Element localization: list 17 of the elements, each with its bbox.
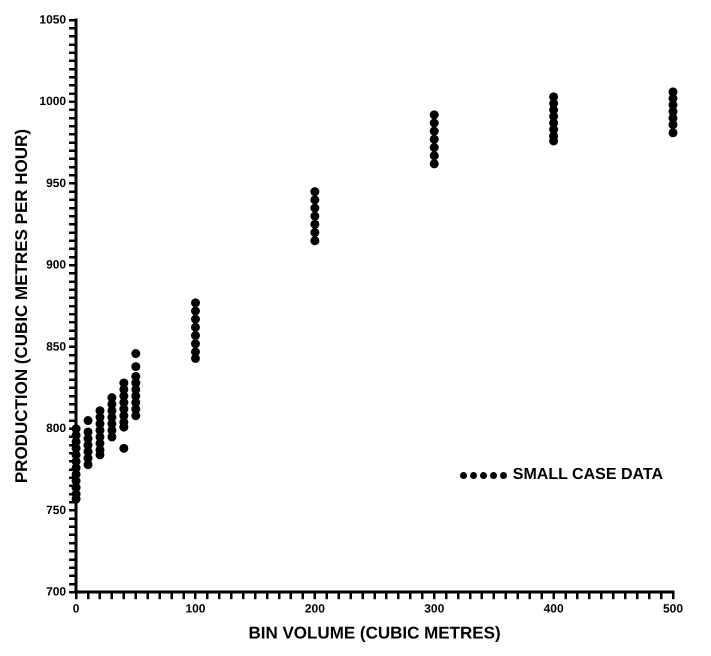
legend-label: SMALL CASE DATA bbox=[512, 466, 663, 484]
y-tick-label: 850 bbox=[46, 339, 66, 354]
y-tick-label: 900 bbox=[46, 258, 66, 272]
y-tick-label: 1050 bbox=[39, 12, 66, 26]
x-tick-label: 200 bbox=[304, 602, 326, 616]
x-tick-label: 400 bbox=[544, 602, 564, 616]
x-tick-label: 0 bbox=[72, 602, 80, 616]
x-tick-label: 500 bbox=[662, 602, 684, 616]
y-tick-label: 800 bbox=[46, 421, 66, 436]
x-tick-label: 300 bbox=[424, 602, 445, 616]
y-tick-label: 750 bbox=[46, 502, 66, 517]
x-axis-title: BIN VOLUME (CUBIC METRES) bbox=[248, 623, 501, 642]
y-tick-label: 950 bbox=[46, 176, 66, 190]
y-axis-title: PRODUCTION (CUBIC METRES PER HOUR) bbox=[12, 129, 31, 484]
y-tick-label: 1000 bbox=[39, 94, 66, 108]
x-tick-label: 100 bbox=[185, 602, 206, 616]
y-tick-label: 700 bbox=[46, 584, 66, 599]
